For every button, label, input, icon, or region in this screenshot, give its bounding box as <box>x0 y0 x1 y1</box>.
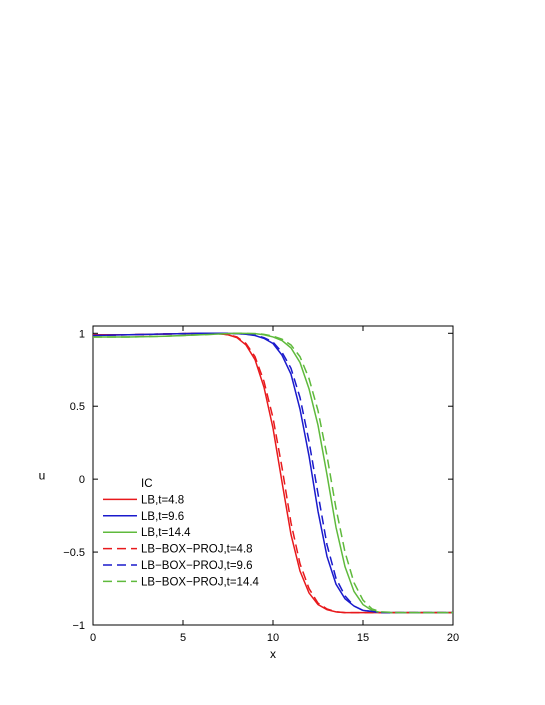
x-tick-label: 5 <box>180 632 186 644</box>
axis-ticks <box>92 326 454 626</box>
legend-title: IC <box>141 478 153 490</box>
series-line-5 <box>92 332 453 614</box>
y-tick-label: 0 <box>79 474 85 486</box>
legend-label-4: LB−BOX−PROJ,t=4.8 <box>141 544 253 556</box>
y-tick-label: 0.5 <box>70 401 85 413</box>
y-tick-label: 1 <box>79 328 85 340</box>
legend-label-1: LB,t=4.8 <box>141 494 184 506</box>
legend-label-2: LB,t=9.6 <box>141 511 184 523</box>
axis-tick-labels: 0 5 10 15 20 −1 −0.5 0 0.5 1 <box>63 328 459 644</box>
x-axis-label: x <box>270 647 276 661</box>
series-line-6 <box>93 332 453 614</box>
legend-label-5: LB−BOX−PROJ,t=9.6 <box>141 560 253 572</box>
x-tick-label: 0 <box>90 632 96 644</box>
x-tick-label: 15 <box>357 632 369 644</box>
x-tick-label: 10 <box>267 632 279 644</box>
y-tick-label: −1 <box>72 620 85 632</box>
legend-label-3: LB,t=14.4 <box>141 527 191 539</box>
legend: IC LB,t=4.8 LB,t=9.6 LB,t=14.4 LB−BOX−PROJ,… <box>103 478 260 588</box>
y-tick-label: −0.5 <box>63 547 85 559</box>
y-axis-label: u <box>39 469 46 483</box>
legend-label-6: LB−BOX−PROJ,t=14.4 <box>141 576 260 588</box>
series-lines <box>92 332 453 614</box>
x-tick-label: 20 <box>447 632 459 644</box>
